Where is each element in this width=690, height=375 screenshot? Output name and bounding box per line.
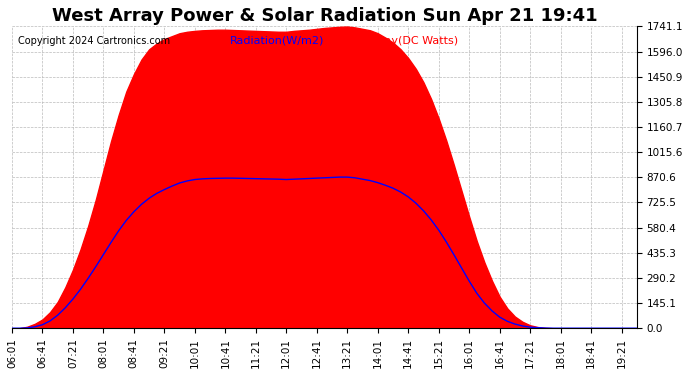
- Text: Copyright 2024 Cartronics.com: Copyright 2024 Cartronics.com: [18, 36, 170, 45]
- Text: Radiation(W/m2): Radiation(W/m2): [230, 36, 324, 45]
- Title: West Array Power & Solar Radiation Sun Apr 21 19:41: West Array Power & Solar Radiation Sun A…: [52, 7, 598, 25]
- Text: West Array(DC Watts): West Array(DC Watts): [337, 36, 458, 45]
